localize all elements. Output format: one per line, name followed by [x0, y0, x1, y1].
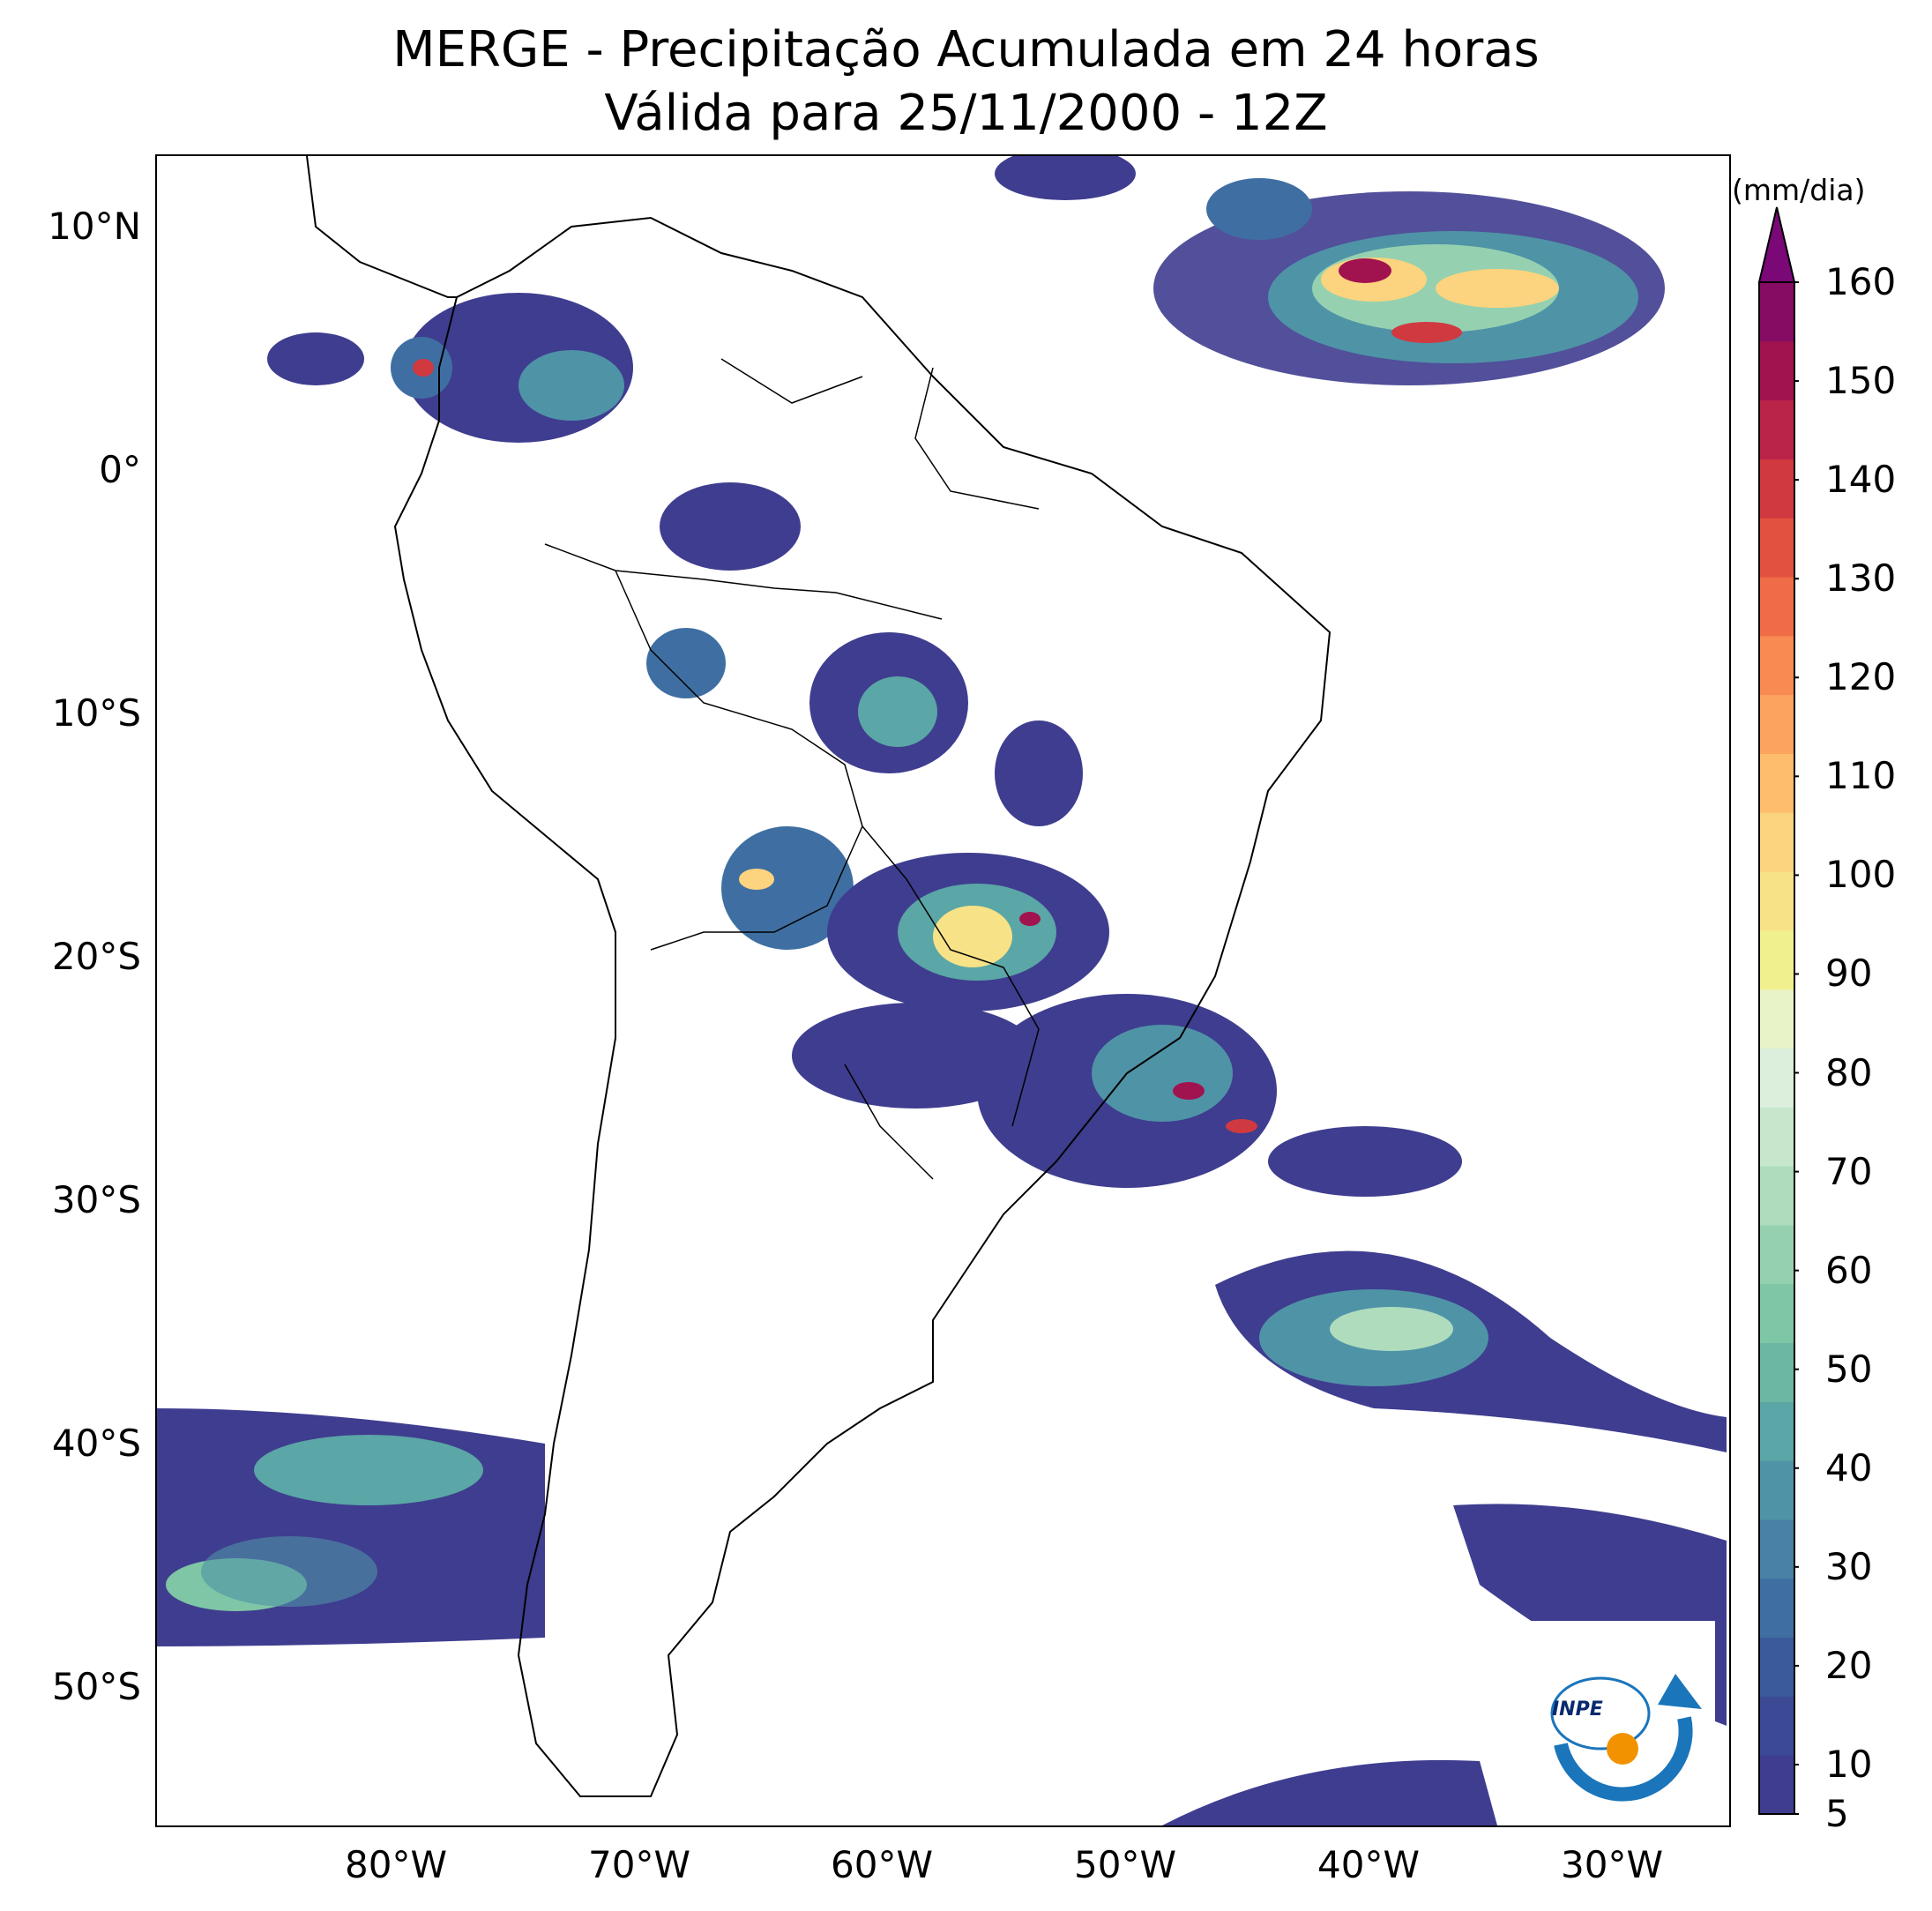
colorbar-tick-label: 130 [1825, 556, 1897, 601]
colorbar-tick-label: 150 [1825, 359, 1897, 403]
colorbar-extend-arrow [1757, 206, 1796, 283]
lat-label-0: 0° [99, 448, 141, 491]
colorbar-segment [1759, 694, 1794, 754]
colorbar-segment [1759, 1342, 1794, 1402]
lat-label-20s: 20°S [51, 935, 141, 978]
colorbar-tick-label: 110 [1825, 754, 1897, 798]
colorbar-outline [1758, 281, 1795, 1815]
colorbar-tick-label: 120 [1825, 655, 1897, 699]
colorbar-segment [1759, 1519, 1794, 1579]
lon-label-40w: 40°W [1317, 1843, 1420, 1886]
colorbar-segment [1759, 812, 1794, 872]
colorbar-segment [1759, 340, 1794, 401]
precipitation-map [157, 156, 1727, 1825]
lon-label-30w: 30°W [1561, 1843, 1663, 1886]
colorbar-segment [1759, 1166, 1794, 1226]
map-plot-area[interactable] [155, 154, 1731, 1827]
colorbar-segment [1759, 577, 1794, 637]
central-america-outline [306, 156, 457, 298]
colorbar-segment [1759, 1283, 1794, 1344]
colorbar-tick-label: 20 [1825, 1643, 1873, 1687]
lon-label-60w: 60°W [831, 1843, 933, 1886]
colorbar-tick-label: 140 [1825, 458, 1897, 502]
colorbar-tick-label: 80 [1825, 1050, 1873, 1094]
colorbar-segment [1759, 1578, 1794, 1639]
colorbar-segment [1759, 1224, 1794, 1285]
lat-label-50s: 50°S [51, 1665, 141, 1708]
colorbar-tick-label: 70 [1825, 1149, 1873, 1193]
colorbar-tick-label: 40 [1825, 1445, 1873, 1489]
lat-label-40s: 40°S [51, 1422, 141, 1465]
colorbar-tick-label: 90 [1825, 952, 1873, 996]
colorbar-segment [1759, 399, 1794, 459]
lat-label-10n: 10°N [48, 205, 141, 248]
colorbar-segment [1759, 753, 1794, 813]
colorbar-segment [1759, 459, 1794, 519]
colorbar-unit: (mm/dia) [1732, 173, 1866, 207]
colorbar-tick-label: 10 [1825, 1742, 1873, 1786]
colorbar-segment [1759, 989, 1794, 1049]
colorbar-tick-label: 160 [1825, 260, 1897, 303]
colorbar-segment [1759, 929, 1794, 990]
colorbar-tick-label: 60 [1825, 1248, 1873, 1292]
lon-label-80w: 80°W [345, 1843, 447, 1886]
colorbar-segment [1759, 635, 1794, 696]
lat-label-30s: 30°S [51, 1178, 141, 1221]
inpe-logo-graphic [1550, 1674, 1702, 1802]
south-america-outline [393, 216, 1332, 1797]
inpe-logo: INPE [1525, 1621, 1715, 1810]
lon-label-50w: 50°W [1074, 1843, 1176, 1886]
colorbar-tick-label: 5 [1825, 1792, 1849, 1835]
colorbar-segment [1759, 1460, 1794, 1520]
colorbar-tick-label: 50 [1825, 1347, 1873, 1391]
colorbar-segment [1759, 1107, 1794, 1167]
colorbar-tick-label: 100 [1825, 853, 1897, 897]
colorbar [1757, 206, 1799, 1815]
colorbar-segment [1759, 1637, 1794, 1697]
map-title-line1: MERGE - Precipitação Acumulada em 24 hor… [392, 21, 1540, 78]
lon-label-70w: 70°W [588, 1843, 690, 1886]
map-title-line2: Válida para 25/11/2000 - 12Z [604, 85, 1328, 142]
colorbar-segment [1759, 871, 1794, 931]
lat-label-10s: 10°S [51, 691, 141, 735]
colorbar-segment [1759, 282, 1794, 342]
precipitation-fields [157, 156, 1727, 1825]
country-borders [544, 358, 1040, 1180]
colorbar-segment [1759, 1696, 1794, 1756]
inpe-logo-text: INPE [1552, 1698, 1603, 1721]
colorbar-segment [1759, 1401, 1794, 1461]
colorbar-segment [1759, 518, 1794, 578]
colorbar-tick-label: 30 [1825, 1544, 1873, 1588]
colorbar-segment [1759, 1755, 1794, 1815]
colorbar-segment [1759, 1048, 1794, 1108]
